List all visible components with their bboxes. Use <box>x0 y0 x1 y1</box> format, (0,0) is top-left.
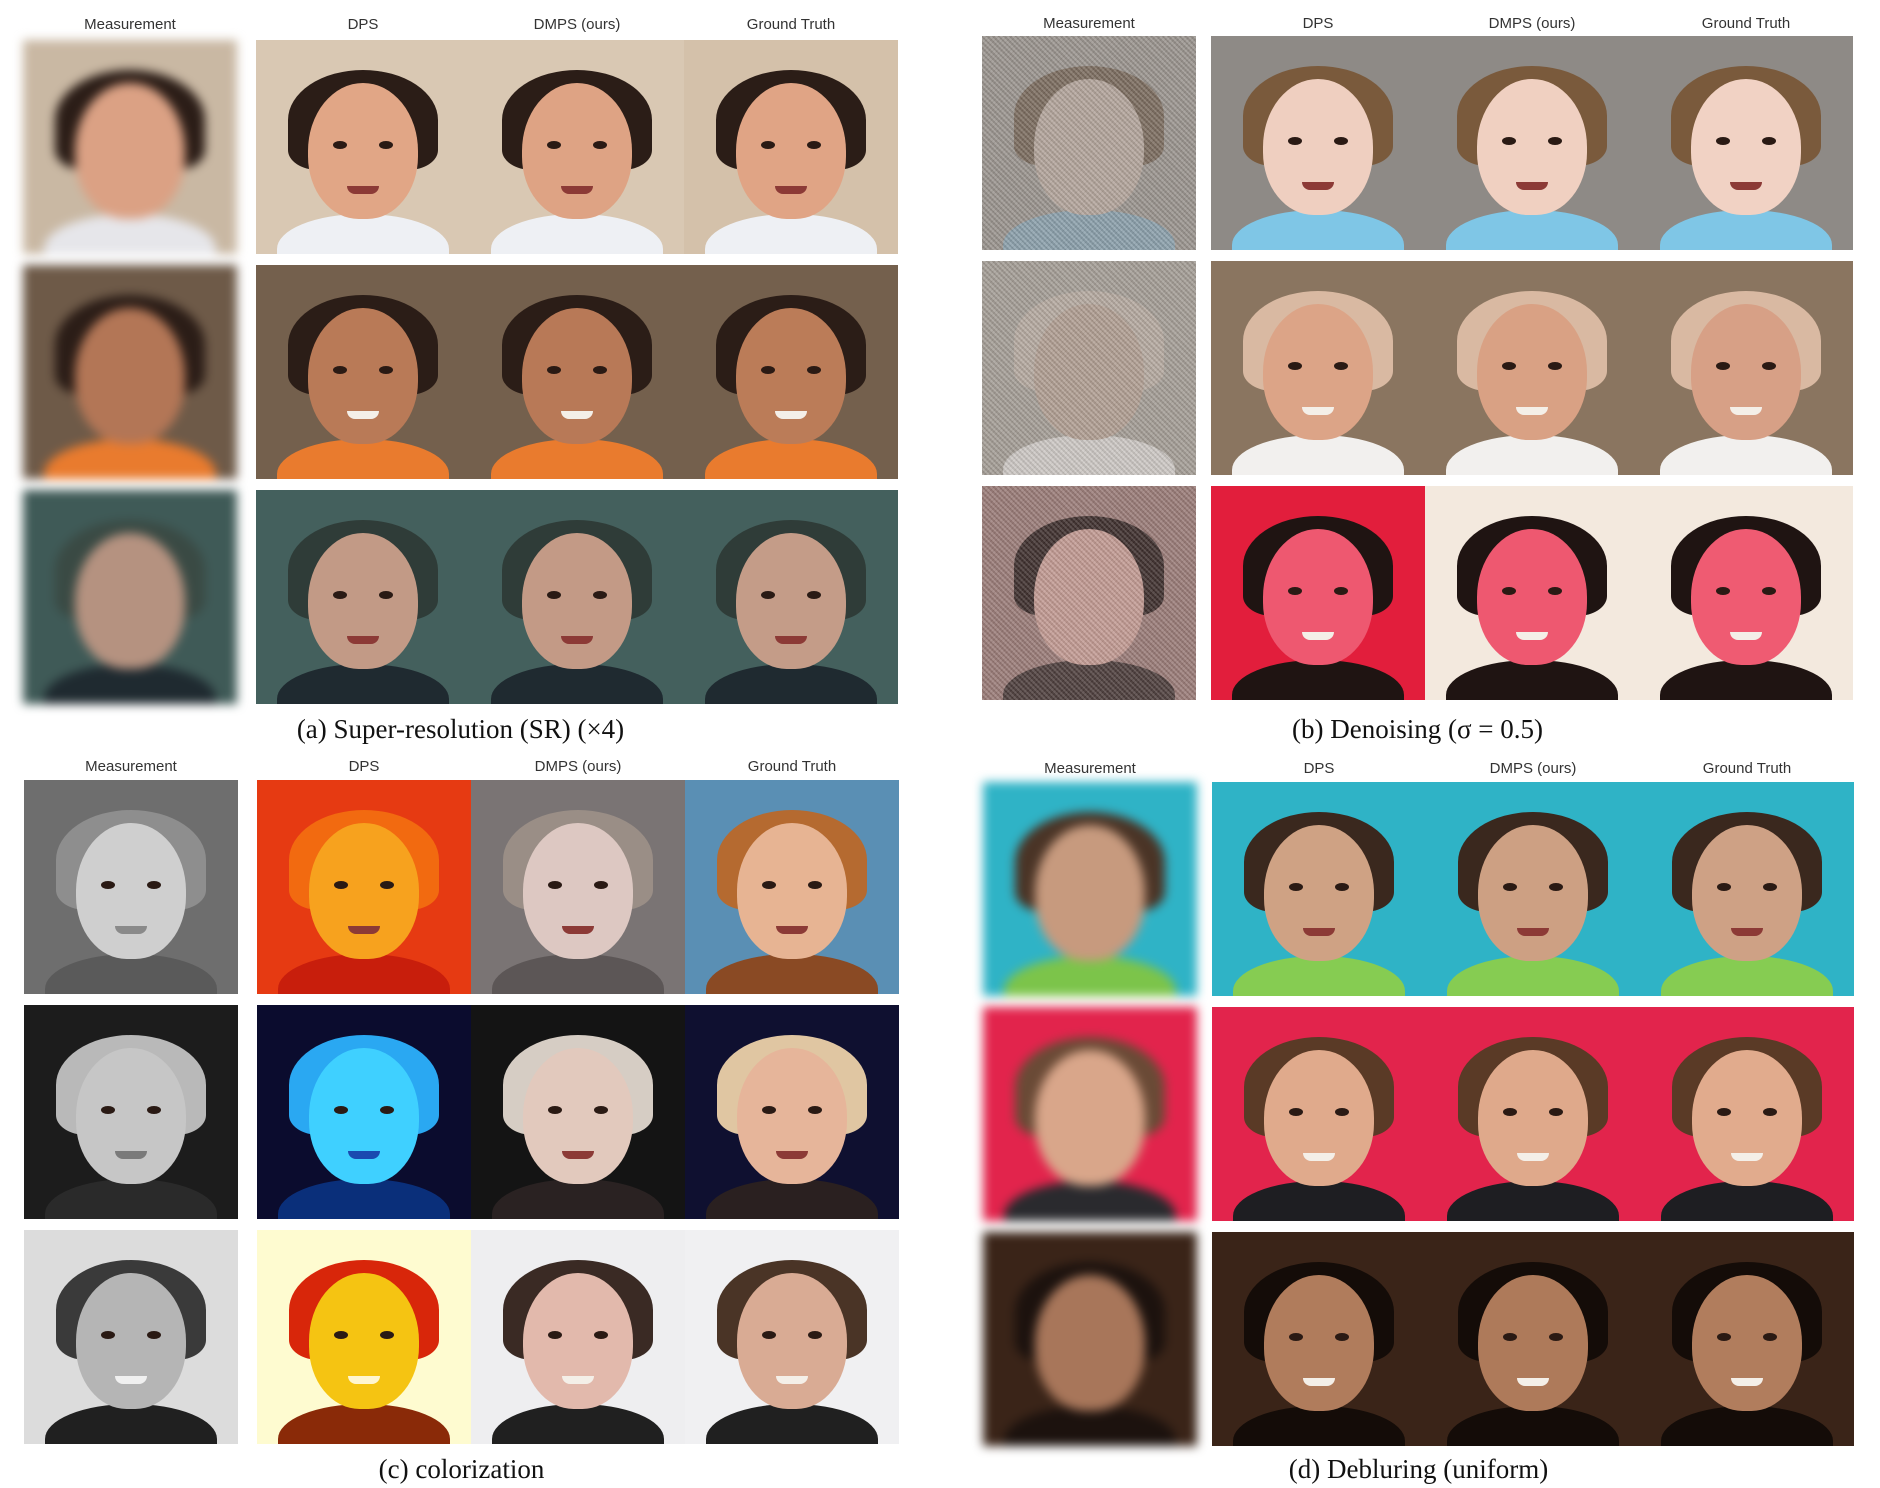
image-dmps <box>1426 1007 1640 1221</box>
image-dps <box>1212 1232 1426 1446</box>
image-ground-truth <box>685 1230 899 1444</box>
image-dps <box>1212 782 1426 996</box>
caption-super-resolution: (a) Super-resolution (SR) (×4) <box>296 714 625 744</box>
panel-super-resolution: Measurement DPS DMPS (ours) Ground Truth <box>0 0 900 750</box>
column-header-dps: DPS <box>1303 760 1335 777</box>
image-dps <box>257 780 471 994</box>
column-header-measurement: Measurement <box>84 16 176 33</box>
column-header-dps: DPS <box>348 758 380 775</box>
column-header-ground-truth: Ground Truth <box>747 758 837 775</box>
image-dps <box>257 1005 471 1219</box>
column-header-dps: DPS <box>347 16 379 33</box>
image-dmps <box>471 780 685 994</box>
image-dps <box>256 265 470 479</box>
panel-colorization: Measurement DPS DMPS (ours) Ground Truth <box>0 750 900 1488</box>
image-measurement <box>983 1232 1197 1446</box>
column-header-measurement: Measurement <box>1043 15 1135 32</box>
caption-denoising: (b) Denoising (σ = 0.5) <box>1292 714 1543 744</box>
image-dmps <box>1426 782 1640 996</box>
image-dps <box>256 40 470 254</box>
column-header-dmps: DMPS (ours) <box>534 758 622 775</box>
image-dps <box>256 490 470 704</box>
image-dmps <box>1425 36 1639 250</box>
column-header-ground-truth: Ground Truth <box>746 16 836 33</box>
image-dps <box>1211 486 1425 700</box>
image-ground-truth <box>685 780 899 994</box>
column-header-measurement: Measurement <box>85 758 177 775</box>
image-ground-truth <box>1639 486 1853 700</box>
image-measurement <box>983 1007 1197 1221</box>
image-dmps <box>1425 261 1639 475</box>
image-dps <box>1211 36 1425 250</box>
column-header-ground-truth: Ground Truth <box>1702 760 1792 777</box>
image-ground-truth <box>1639 261 1853 475</box>
image-measurement <box>982 486 1196 700</box>
image-measurement <box>24 1230 238 1444</box>
column-header-dmps: DMPS (ours) <box>1488 15 1576 32</box>
column-header-ground-truth: Ground Truth <box>1701 15 1791 32</box>
image-measurement <box>23 40 237 254</box>
image-dps <box>1211 261 1425 475</box>
image-dmps <box>470 40 684 254</box>
column-header-dmps: DMPS (ours) <box>533 16 621 33</box>
panel-denoising: Measurement DPS DMPS (ours) Ground Truth <box>960 0 1880 750</box>
image-measurement <box>23 490 237 704</box>
caption-deblurring: (d) Debluring (uniform) <box>1288 1454 1549 1484</box>
image-dps <box>257 1230 471 1444</box>
image-dmps <box>1426 1232 1640 1446</box>
image-measurement <box>982 36 1196 250</box>
image-ground-truth <box>684 265 898 479</box>
image-ground-truth <box>1640 1007 1854 1221</box>
image-measurement <box>983 782 1197 996</box>
caption-colorization: (c) colorization <box>378 1454 545 1484</box>
image-dmps <box>1425 486 1639 700</box>
image-ground-truth <box>1640 782 1854 996</box>
image-dmps <box>470 490 684 704</box>
image-measurement <box>23 265 237 479</box>
image-dmps <box>471 1005 685 1219</box>
image-ground-truth <box>684 490 898 704</box>
image-ground-truth <box>1639 36 1853 250</box>
panel-deblurring: Measurement DPS DMPS (ours) Ground Truth <box>960 750 1880 1488</box>
image-dmps <box>471 1230 685 1444</box>
image-measurement <box>982 261 1196 475</box>
column-header-measurement: Measurement <box>1044 760 1136 777</box>
image-measurement <box>24 780 238 994</box>
image-ground-truth <box>1640 1232 1854 1446</box>
image-ground-truth <box>684 40 898 254</box>
image-measurement <box>24 1005 238 1219</box>
column-header-dmps: DMPS (ours) <box>1489 760 1577 777</box>
image-dps <box>1212 1007 1426 1221</box>
image-ground-truth <box>685 1005 899 1219</box>
column-header-dps: DPS <box>1302 15 1334 32</box>
image-dmps <box>470 265 684 479</box>
